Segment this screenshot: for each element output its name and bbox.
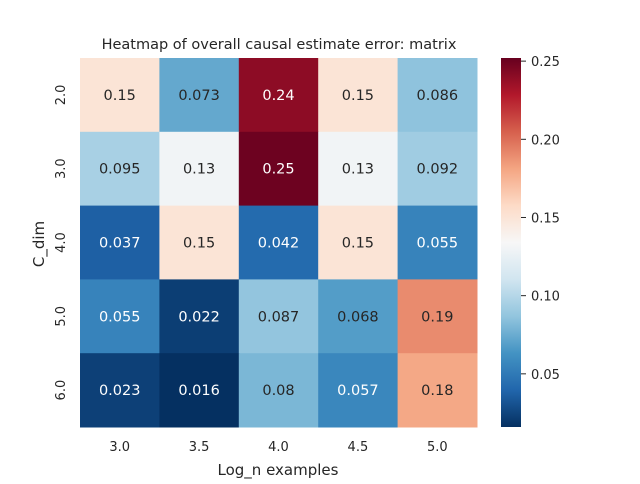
colorbar-tick-label: 0.25	[531, 55, 560, 70]
heatmap-cell	[318, 279, 399, 354]
heatmap-cell	[80, 205, 160, 280]
heatmap-cell	[80, 58, 160, 133]
cell-value-label: 0.095	[99, 162, 141, 178]
y-tick-label: 2.0	[54, 85, 69, 106]
heatmap-cells: 0.15 0.073 0.24 0.15 0.086 0.095 0.13 0.25 0.13 0…	[80, 58, 478, 428]
heatmap-cell	[159, 279, 240, 354]
cell-value-label: 0.15	[183, 236, 215, 252]
x-tick-label: 3.0	[109, 440, 130, 455]
heatmap-cell	[397, 205, 478, 280]
cell-value-label: 0.086	[417, 88, 459, 104]
cell-value-label: 0.016	[178, 383, 220, 399]
y-axis-label: C_dim	[30, 221, 49, 267]
heatmap-cell	[80, 353, 160, 428]
x-axis-label: Log_n examples	[218, 461, 339, 480]
x-tick-label: 4.5	[348, 440, 369, 455]
cell-value-label: 0.24	[262, 88, 294, 104]
heatmap-cell	[397, 279, 478, 354]
heatmap-cell	[80, 279, 160, 354]
cell-value-label: 0.13	[183, 162, 215, 178]
colorbar	[501, 58, 521, 427]
cell-value-label: 0.055	[417, 236, 459, 252]
heatmap-cell	[397, 58, 478, 133]
heatmap-cell	[159, 353, 240, 428]
colorbar-tick-label: 0.10	[531, 290, 560, 305]
heatmap-cell	[238, 205, 319, 280]
chart-title: Heatmap of overall causal estimate error…	[102, 37, 457, 53]
y-tick-label: 6.0	[54, 380, 69, 401]
cell-value-label: 0.08	[262, 383, 294, 399]
cell-value-label: 0.13	[342, 162, 374, 178]
y-tick-label: 4.0	[54, 232, 69, 253]
cell-value-label: 0.023	[99, 383, 141, 399]
y-tick-label: 3.0	[54, 158, 69, 179]
colorbar-tick-label: 0.15	[531, 211, 560, 226]
heatmap-cell	[318, 205, 399, 280]
heatmap-cell	[318, 58, 399, 133]
cell-value-label: 0.19	[421, 309, 453, 325]
y-tick-label: 5.0	[54, 306, 69, 327]
cell-value-label: 0.15	[342, 88, 374, 104]
cell-value-label: 0.022	[178, 309, 220, 325]
x-tick-label: 5.0	[427, 440, 448, 455]
heatmap-cell	[238, 58, 319, 133]
colorbar-tick-label: 0.05	[531, 368, 560, 383]
heatmap-cell	[397, 353, 478, 428]
colorbar-tick-label: 0.20	[531, 133, 560, 148]
heatmap-cell	[159, 58, 240, 133]
cell-value-label: 0.068	[337, 309, 379, 325]
x-axis-ticks: 3.0 3.5 4.0 4.5 5.0	[109, 440, 447, 455]
heatmap-cell	[238, 353, 319, 428]
cell-value-label: 0.073	[178, 88, 220, 104]
heatmap-cell	[318, 353, 399, 428]
cell-value-label: 0.092	[417, 162, 459, 178]
cell-value-label: 0.042	[258, 236, 300, 252]
cell-value-label: 0.15	[342, 236, 374, 252]
x-tick-label: 4.0	[268, 440, 289, 455]
heatmap-cell	[159, 131, 240, 207]
cell-value-label: 0.057	[337, 383, 379, 399]
cell-value-label: 0.15	[104, 88, 136, 104]
y-axis-ticks: 2.0 3.0 4.0 5.0 6.0	[54, 85, 69, 401]
cell-value-label: 0.055	[99, 309, 141, 325]
cell-value-label: 0.18	[421, 383, 453, 399]
cell-value-label: 0.087	[258, 309, 300, 325]
x-tick-label: 3.5	[189, 440, 210, 455]
heatmap-cell	[159, 205, 240, 280]
heatmap-cell	[80, 131, 160, 207]
heatmap-cell	[238, 131, 319, 207]
heatmap-cell	[318, 131, 399, 207]
colorbar-ticks: 0.05 0.10 0.15 0.20 0.25	[521, 55, 560, 383]
heatmap-cell	[238, 279, 319, 354]
cell-value-label: 0.037	[99, 236, 141, 252]
heatmap-cell	[397, 131, 478, 207]
cell-value-label: 0.25	[262, 162, 294, 178]
